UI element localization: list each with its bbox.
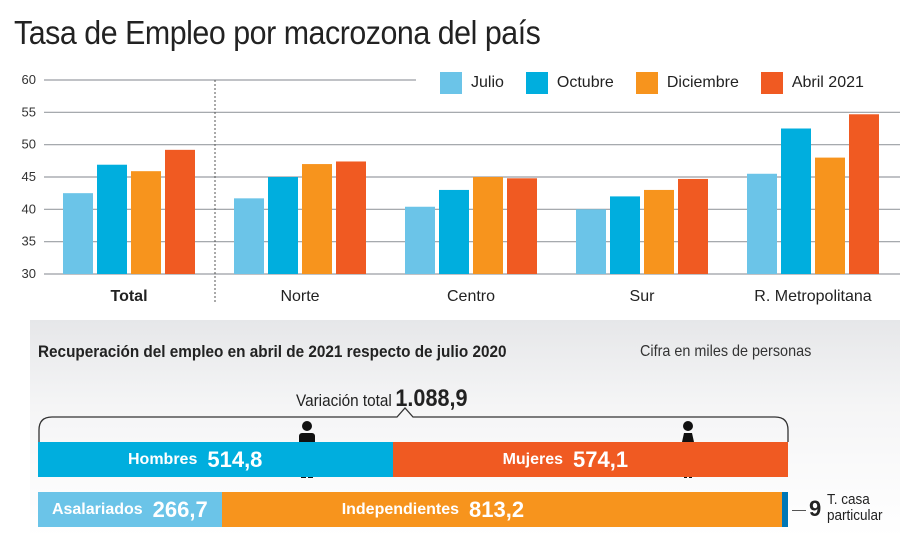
- bar-sur-octubre: [610, 196, 640, 274]
- total-value: 1.088,9: [395, 385, 468, 412]
- type-segment-casa: [781, 492, 788, 527]
- legend-label: Julio: [471, 74, 504, 91]
- y-tick-label: 40: [22, 201, 36, 216]
- segment-value: 514,8: [207, 446, 263, 472]
- y-tick-label: 50: [22, 137, 36, 152]
- segment-label: Asalariados: [51, 500, 143, 518]
- bar-centro-abril2021: [507, 178, 537, 274]
- x-tick-label: Centro: [447, 288, 495, 305]
- brace: [38, 407, 789, 442]
- bar-rmetropolitana-abril2021: [849, 114, 879, 274]
- bar-centro-octubre: [439, 189, 469, 274]
- legend-swatch: [525, 72, 548, 94]
- y-tick-label: 45: [22, 169, 36, 184]
- legend-swatch: [440, 72, 462, 94]
- bar-sur-abril2021: [678, 178, 708, 274]
- x-tick-label: R. Metropolitana: [754, 288, 871, 305]
- bar-rmetropolitana-diciembre: [815, 157, 845, 274]
- segment-value: 574,1: [573, 446, 629, 472]
- bar-norte-abril2021: [336, 161, 366, 274]
- total-label: Variación total: [296, 391, 392, 410]
- x-tick-label: Total: [110, 288, 147, 305]
- bar-total-diciembre: [131, 171, 161, 274]
- segment-label: Mujeres: [502, 450, 564, 468]
- bar-total-julio: [63, 193, 93, 274]
- legend-item-octubre: Octubre: [525, 72, 614, 94]
- bar-centro-julio: [405, 206, 435, 274]
- bar-norte-diciembre: [302, 164, 332, 274]
- casa-label-1: T. casa: [827, 491, 870, 508]
- total-variation: Variación total 1.088,9: [296, 385, 467, 413]
- recovery-title: Recuperación del empleo en abril de 2021…: [38, 342, 507, 361]
- bar-norte-julio: [234, 198, 264, 274]
- casa-label-2: particular: [827, 507, 883, 524]
- bar-sur-julio: [576, 209, 606, 274]
- bar-sur-diciembre: [644, 189, 674, 274]
- casa-value: 9: [809, 496, 822, 521]
- x-tick-label: Norte: [280, 288, 319, 305]
- segment-value: 813,2: [469, 496, 525, 522]
- legend-label: Abril 2021: [791, 74, 864, 91]
- y-tick-label: 60: [22, 72, 36, 87]
- x-tick-label: Sur: [630, 288, 656, 305]
- segment-value: 266,7: [152, 496, 208, 522]
- recovery-panel: Recuperación del empleo en abril de 2021…: [30, 320, 900, 537]
- legend-label: Octubre: [556, 74, 614, 91]
- y-tick-label: 55: [22, 104, 36, 119]
- casa-label: T. casa particular: [827, 492, 883, 524]
- gender-segment-hombres: Hombres 514,8: [38, 442, 393, 477]
- legend-item-diciembre: Diciembre: [635, 72, 739, 94]
- unit-note: Cifra en miles de personas: [640, 343, 812, 360]
- bar-chart: 30 35 40 45 50 55 60 Total Norte Centro Sur R. Metr…: [22, 72, 900, 305]
- bar-total-abril2021: [165, 149, 195, 274]
- legend-swatch: [635, 72, 658, 94]
- connector-line: [792, 510, 806, 511]
- segment-label: Independientes: [341, 500, 460, 518]
- segment-label: Hombres: [128, 450, 198, 468]
- legend: Julio Octubre Diciembre Abril 2021: [440, 72, 886, 94]
- legend-item-julio: Julio: [440, 72, 504, 94]
- bar-rmetropolitana-julio: [747, 173, 777, 274]
- gender-segment-mujeres: Mujeres 574,1: [392, 442, 788, 477]
- type-segment-independientes: Independientes 813,2: [221, 492, 782, 527]
- y-tick-label: 30: [22, 266, 36, 281]
- bar-centro-diciembre: [473, 177, 503, 274]
- legend-swatch: [760, 72, 783, 94]
- type-segment-asalariados: Asalariados 266,7: [38, 492, 222, 527]
- chart-title: Tasa de Empleo por macrozona del país: [14, 14, 541, 51]
- legend-item-abril: Abril 2021: [760, 72, 864, 94]
- bar-norte-octubre: [268, 177, 298, 274]
- bar-total-octubre: [97, 164, 127, 274]
- legend-label: Diciembre: [666, 74, 739, 91]
- bar-rmetropolitana-octubre: [781, 128, 811, 274]
- y-tick-label: 35: [22, 234, 36, 249]
